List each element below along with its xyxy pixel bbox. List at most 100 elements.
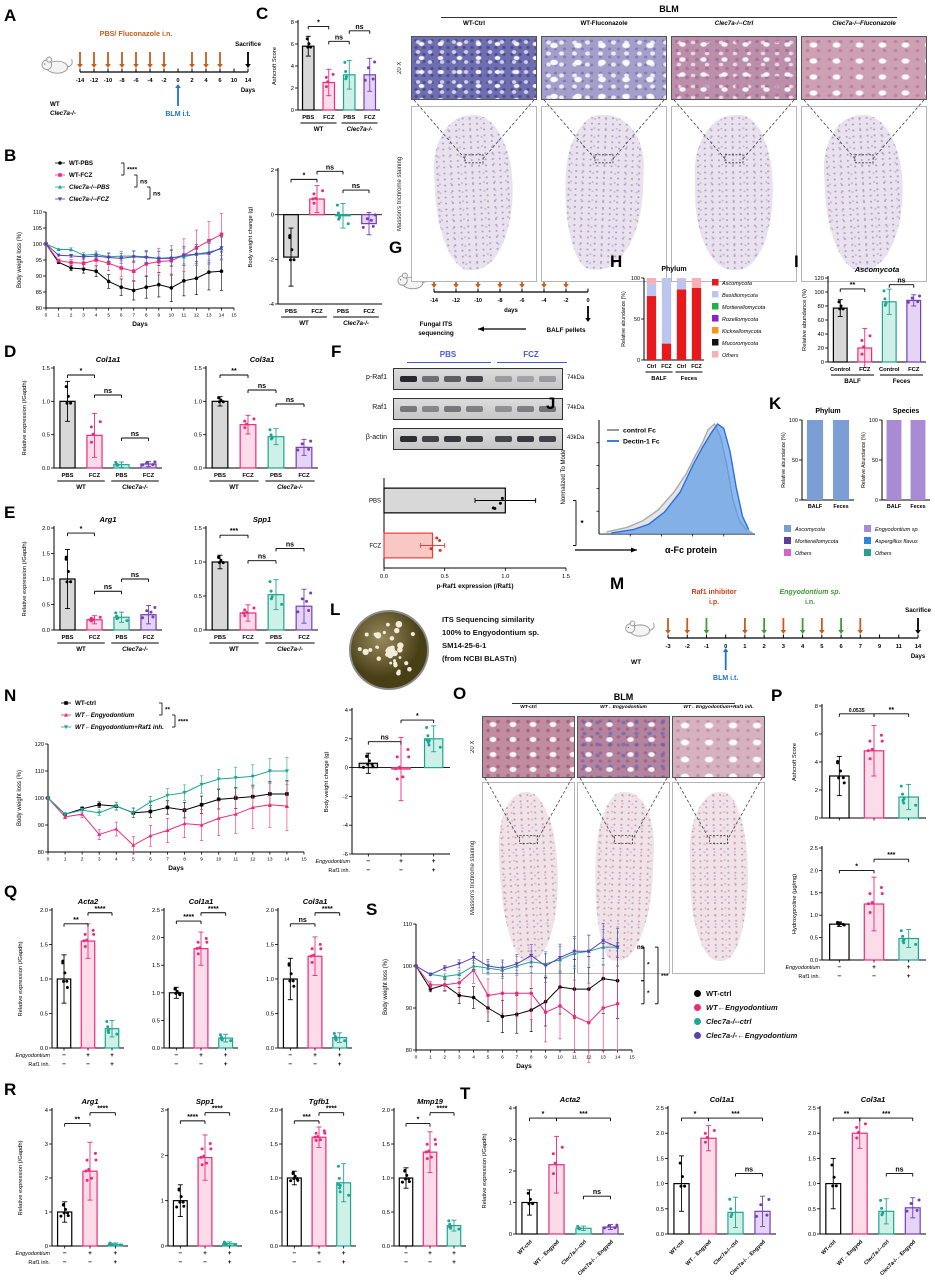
svg-text:95: 95 [36, 258, 42, 264]
tgfb1-chart-r: 0.0 0.5 1.0 1.5 2.0 Tgfb1− + + − − + *** **** [252, 1092, 364, 1278]
svg-text:20: 20 [818, 346, 824, 352]
svg-text:14: 14 [615, 1055, 621, 1061]
svg-text:0.0: 0.0 [810, 958, 818, 964]
svg-text:**: ** [231, 368, 237, 375]
svg-text:Feces: Feces [893, 378, 911, 385]
svg-text:7: 7 [166, 857, 169, 863]
svg-text:Relative abundance (%): Relative abundance (%) [781, 432, 787, 488]
svg-text:+: + [224, 1061, 228, 1068]
svg-text:0.0: 0.0 [808, 1232, 816, 1238]
svg-text:0.0: 0.0 [382, 1244, 390, 1250]
svg-text:Species: Species [893, 408, 920, 415]
svg-text:100: 100 [403, 964, 412, 970]
panel-a-treatment-timeline: PBS/ Fluconazole i.n. -14 -12 -10 -8 -6 -4 -2 0 B… [40, 22, 261, 137]
svg-text:9: 9 [200, 857, 203, 863]
svg-text:1.5: 1.5 [808, 1156, 816, 1162]
svg-text:WT-PBS: WT-PBS [69, 160, 93, 167]
svg-text:50: 50 [872, 458, 878, 464]
svg-text:Mortierellomycota: Mortierellomycota [795, 539, 838, 545]
svg-text:***: *** [887, 852, 895, 859]
svg-text:−: − [404, 1250, 408, 1257]
svg-text:1.0: 1.0 [382, 1176, 390, 1182]
svg-text:ns: ns [593, 1189, 601, 1196]
svg-text:FCZ: FCZ [691, 364, 702, 370]
svg-text:Raf1 inh.: Raf1 inh. [328, 868, 350, 874]
svg-text:0: 0 [45, 1244, 48, 1250]
svg-text:4: 4 [204, 78, 208, 84]
panel-label-l: L [330, 600, 341, 619]
svg-text:Arg1: Arg1 [80, 1097, 98, 1106]
svg-text:2.0: 2.0 [808, 1131, 816, 1137]
svg-text:****: **** [95, 906, 106, 913]
svg-text:−: − [837, 973, 841, 980]
svg-text:ns: ns [131, 431, 139, 438]
svg-text:-12: -12 [452, 298, 460, 304]
its-sequencing-note: ITS Sequencing similarity 100% to Engyod… [442, 614, 617, 684]
svg-text:2: 2 [45, 1176, 48, 1182]
svg-text:8: 8 [183, 857, 186, 863]
svg-text:1.0: 1.0 [808, 1182, 816, 1188]
svg-text:Body weight change (g): Body weight change (g) [324, 751, 330, 812]
svg-text:0.5: 0.5 [808, 1207, 816, 1213]
svg-text:120: 120 [814, 276, 824, 282]
svg-text:14: 14 [284, 857, 290, 863]
svg-text:8: 8 [815, 704, 818, 710]
svg-text:90: 90 [38, 823, 44, 829]
svg-text:100: 100 [789, 418, 798, 424]
svg-text:Acta2: Acta2 [559, 1095, 581, 1104]
svg-text:+: + [224, 1052, 228, 1059]
svg-text:100: 100 [35, 796, 44, 802]
svg-text:Normalized To Mode: Normalized To Mode [561, 449, 567, 505]
svg-text:*: * [416, 713, 419, 720]
svg-text:0.0: 0.0 [194, 628, 202, 634]
svg-text:0.0: 0.0 [194, 466, 202, 472]
svg-text:80: 80 [36, 306, 42, 312]
svg-text:3: 3 [82, 313, 85, 319]
svg-text:Relative abundance (%): Relative abundance (%) [621, 291, 627, 347]
panel-label-r: R [4, 1080, 17, 1099]
svg-text:10: 10 [169, 313, 175, 319]
svg-text:Body weight loss (%): Body weight loss (%) [17, 232, 23, 288]
svg-text:0.5: 0.5 [810, 936, 818, 942]
svg-text:Body weight change (g): Body weight change (g) [248, 206, 254, 267]
svg-text:100: 100 [33, 242, 42, 248]
svg-text:ns: ns [131, 572, 139, 579]
svg-text:3: 3 [161, 1108, 164, 1114]
svg-text:Clec7a-/-: Clec7a-/- [277, 484, 303, 491]
svg-text:2: 2 [509, 1169, 512, 1175]
svg-text:2: 2 [291, 86, 294, 92]
svg-text:1.0: 1.0 [810, 913, 818, 919]
svg-text:-6: -6 [133, 78, 139, 84]
svg-text:Clec7a-/--ctrl: Clec7a-/--ctrl [713, 1239, 741, 1267]
svg-text:ns: ns [104, 388, 112, 395]
svg-text:PBS: PBS [343, 115, 355, 121]
svg-text:3: 3 [458, 1055, 461, 1061]
svg-text:WT: WT [631, 659, 641, 666]
acta2-chart-q: 0.0 0.5 1.0 1.5 2.0 Acta2 Relative expression … [14, 892, 132, 1080]
svg-text:+: + [338, 1061, 342, 1068]
svg-text:1.0: 1.0 [266, 977, 274, 983]
svg-text:90: 90 [36, 274, 42, 280]
svg-text:Others: Others [722, 353, 739, 359]
svg-text:−: − [399, 867, 403, 874]
svg-text:0: 0 [161, 1244, 164, 1250]
svg-text:Dectin-1 Fc: Dectin-1 Fc [623, 439, 660, 446]
svg-text:-2: -2 [343, 794, 348, 800]
svg-text:-2: -2 [685, 644, 690, 650]
svg-text:−: − [288, 1061, 292, 1068]
svg-text:WT-ctrl: WT-ctrl [669, 1239, 687, 1257]
panel-label-t: T [460, 1084, 471, 1103]
svg-text:2.5: 2.5 [656, 1106, 664, 1112]
svg-text:-4: -4 [147, 78, 153, 84]
svg-text:3: 3 [98, 857, 101, 863]
svg-text:1: 1 [45, 1210, 48, 1216]
svg-text:Clec7a-/--PBS: Clec7a-/--PBS [69, 184, 110, 191]
svg-text:control Fc: control Fc [623, 428, 656, 435]
svg-text:14: 14 [245, 78, 252, 84]
svg-text:**: ** [165, 707, 171, 714]
svg-text:WT: WT [229, 646, 239, 653]
svg-text:50: 50 [792, 458, 798, 464]
svg-text:Fungal ITS: Fungal ITS [420, 321, 453, 328]
svg-text:0: 0 [724, 644, 727, 650]
svg-text:8: 8 [145, 313, 148, 319]
